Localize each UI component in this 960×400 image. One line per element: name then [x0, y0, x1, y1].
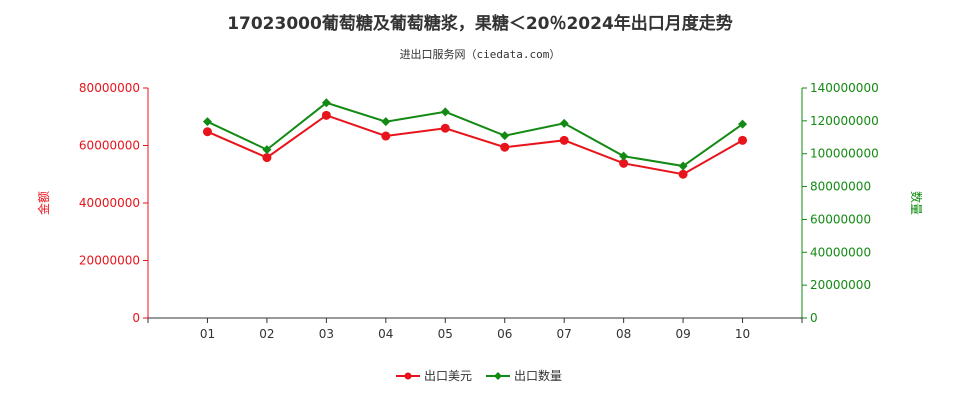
chart-subtitle: 进出口服务网（ciedata.com）	[400, 47, 561, 61]
legend-label-quantity: 出口数量	[514, 368, 562, 383]
left-tick-label: 0	[132, 311, 140, 325]
point-usd[interactable]	[738, 135, 748, 145]
x-tick-label: 10	[735, 327, 750, 341]
right-tick-label: 100000000	[810, 147, 879, 161]
point-quantity[interactable]	[500, 131, 510, 141]
right-tick-label: 20000000	[810, 278, 871, 292]
series-layer	[202, 98, 748, 179]
point-quantity[interactable]	[262, 145, 272, 155]
point-usd[interactable]	[262, 153, 272, 163]
point-usd[interactable]	[619, 158, 629, 168]
legend-item-usd[interactable]: 出口美元	[396, 369, 472, 383]
x-tick-label: 08	[616, 327, 631, 341]
left-tick-label: 40000000	[79, 196, 140, 210]
left-axis-label: 金额	[36, 191, 51, 215]
point-quantity[interactable]	[559, 118, 569, 128]
legend-label-usd: 出口美元	[424, 369, 472, 383]
chart-title: 17023000葡萄糖及葡萄糖浆，果糖＜20％2024年出口月度走势	[227, 13, 733, 34]
axes: 0 20000000 40000000 60000000 80000000 0 200000…	[79, 81, 879, 341]
legend: 出口美元 出口数量	[396, 368, 562, 383]
x-tick-label: 06	[497, 327, 512, 341]
point-quantity[interactable]	[678, 161, 688, 171]
point-usd[interactable]	[559, 135, 569, 145]
point-usd[interactable]	[321, 110, 331, 120]
x-tick-label: 03	[319, 327, 334, 341]
right-tick-label: 60000000	[810, 212, 871, 226]
point-quantity[interactable]	[738, 119, 748, 129]
x-tick-label: 02	[259, 327, 274, 341]
right-axis-label: 数量	[909, 191, 924, 215]
series-line-usd	[207, 114, 744, 176]
x-tick-label: 01	[200, 327, 215, 341]
left-tick-label: 80000000	[79, 81, 140, 95]
point-quantity[interactable]	[381, 117, 391, 127]
right-tick-label: 140000000	[810, 81, 879, 95]
right-tick-label: 120000000	[810, 114, 879, 128]
series-line-quantity	[207, 101, 744, 168]
point-usd[interactable]	[202, 127, 212, 137]
point-quantity[interactable]	[619, 151, 629, 161]
x-tick-label: 09	[675, 327, 690, 341]
point-usd[interactable]	[678, 169, 688, 179]
point-usd[interactable]	[440, 123, 450, 133]
right-tick-label: 40000000	[810, 245, 871, 259]
left-tick-label: 20000000	[79, 254, 140, 268]
point-usd[interactable]	[500, 142, 510, 152]
left-tick-label: 60000000	[79, 139, 140, 153]
point-usd[interactable]	[381, 131, 391, 141]
x-tick-label: 05	[438, 327, 453, 341]
right-tick-label: 80000000	[810, 180, 871, 194]
x-tick-label: 07	[557, 327, 572, 341]
point-quantity[interactable]	[321, 98, 331, 108]
x-tick-label: 04	[378, 327, 393, 341]
legend-item-quantity[interactable]: 出口数量	[486, 368, 562, 383]
point-quantity[interactable]	[202, 117, 212, 127]
right-tick-label: 0	[810, 311, 818, 325]
point-quantity[interactable]	[440, 107, 450, 117]
